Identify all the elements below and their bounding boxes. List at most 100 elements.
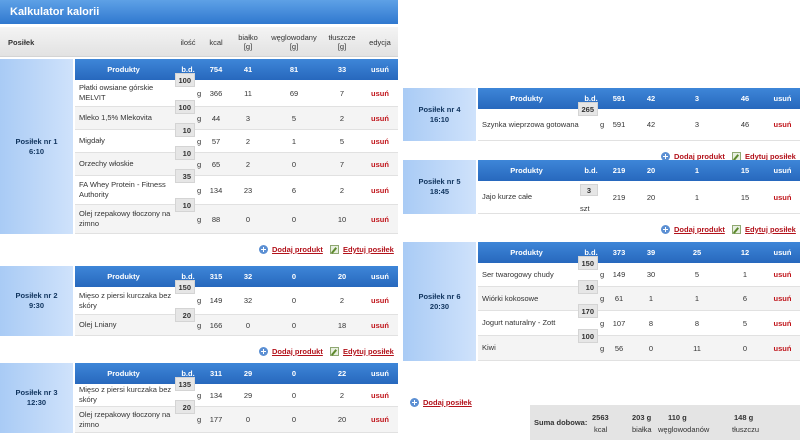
meal-label: Posiłek nr 1 6:10 xyxy=(0,59,73,234)
product-name: Jajo kurze całe xyxy=(482,192,533,201)
header-bd: b.d. xyxy=(584,166,598,175)
delete-product-button[interactable]: usuń xyxy=(371,185,389,195)
quantity-input[interactable]: 265 xyxy=(578,102,598,116)
product-bialko: 3 xyxy=(245,113,251,123)
product-kcal: 88 xyxy=(211,214,221,224)
product-weglowodany: 1 xyxy=(694,294,700,303)
product-tluszcze: 2 xyxy=(339,296,345,305)
quantity-input[interactable]: 10 xyxy=(578,280,598,294)
quantity-input[interactable]: 100 xyxy=(175,73,195,87)
quantity-input[interactable]: 10 xyxy=(175,198,195,212)
meal-delete-button[interactable]: usuń xyxy=(371,369,389,378)
product-tluszcze: 2 xyxy=(339,185,345,195)
products-header: Produkty b.d. 311 29 0 22 usuń xyxy=(75,363,398,384)
add-product-label: Dodaj produkt xyxy=(272,346,323,356)
quantity-unit: g xyxy=(197,296,202,305)
products-header: Produkty b.d. 373 39 25 12 usuń xyxy=(478,242,800,263)
product-tluszcze: 18 xyxy=(337,320,347,330)
product-name: Płatki owsiane górskie MELVIT xyxy=(79,83,154,102)
add-product-button[interactable]: Dodaj produkt xyxy=(661,219,725,239)
quantity-input[interactable]: 3 xyxy=(580,184,598,196)
quantity-input[interactable]: 20 xyxy=(175,400,195,414)
summary-weglowodany-value: 110 g xyxy=(668,413,687,422)
quantity-input[interactable]: 100 xyxy=(175,100,195,114)
product-bialko: 0 xyxy=(245,320,251,330)
product-name: Szynka wieprzowa gotowana xyxy=(482,119,579,129)
meal-total-bialko: 41 xyxy=(243,65,253,74)
quantity-input[interactable]: 20 xyxy=(175,308,195,322)
product-kcal: 107 xyxy=(612,318,626,328)
quantity-input[interactable]: 150 xyxy=(175,280,195,294)
delete-product-button[interactable]: usuń xyxy=(371,214,389,224)
delete-product-button[interactable]: usuń xyxy=(371,113,389,123)
products-header-label: Produkty xyxy=(510,166,543,175)
delete-product-button[interactable]: usuń xyxy=(371,390,389,400)
product-weglowodany: 0 xyxy=(291,390,297,400)
quantity-input[interactable]: 10 xyxy=(175,123,195,137)
col-tluszcze: tłuszcze [g] xyxy=(322,27,362,57)
product-kcal: 149 xyxy=(209,296,223,305)
delete-product-button[interactable]: usuń xyxy=(371,159,389,169)
quantity-input[interactable]: 135 xyxy=(175,377,195,391)
summary-bialko-value: 203 g xyxy=(632,413,652,422)
delete-product-button[interactable]: usuń xyxy=(773,318,792,328)
quantity-input[interactable]: 100 xyxy=(578,329,598,343)
meal-delete-button[interactable]: usuń xyxy=(773,94,792,103)
product-name: Mleko 1,5% Mlekovita xyxy=(79,113,152,122)
meal-total-kcal: 591 xyxy=(612,94,626,103)
product-tluszcze: 6 xyxy=(742,294,748,303)
quantity-input[interactable]: 10 xyxy=(175,146,195,160)
delete-product-button[interactable]: usuń xyxy=(773,343,792,353)
meal-actions: Dodaj produkt Edytuj posiłek xyxy=(0,341,398,361)
product-name: Ser twarogowy chudy xyxy=(482,269,554,279)
quantity-input[interactable]: 35 xyxy=(175,169,195,183)
meal-delete-button[interactable]: usuń xyxy=(773,166,792,175)
quantity-input[interactable]: 170 xyxy=(578,304,598,318)
meal-name: Posiłek nr 2 xyxy=(15,291,58,300)
delete-product-button[interactable]: usuń xyxy=(773,120,792,129)
product-name: Olej rzepakowy tłoczony na zimno xyxy=(79,409,171,429)
add-meal-button[interactable]: Dodaj posiłek xyxy=(410,392,472,412)
meal-delete-button[interactable]: usuń xyxy=(773,248,792,257)
delete-product-button[interactable]: usuń xyxy=(773,270,792,279)
delete-product-button[interactable]: usuń xyxy=(371,415,389,424)
delete-product-button[interactable]: usuń xyxy=(371,320,389,330)
edit-meal-button[interactable]: Edytuj posiłek xyxy=(732,219,796,239)
product-weglowodany: 5 xyxy=(291,113,297,123)
app-title: Kalkulator kalorii xyxy=(0,0,398,24)
meal-name: Posiłek nr 6 xyxy=(418,291,461,301)
meal-total-weglowodany: 3 xyxy=(694,94,700,103)
delete-product-button[interactable]: usuń xyxy=(773,294,792,303)
product-name: FA Whey Protein - Fitness Authority xyxy=(79,180,166,199)
delete-product-button[interactable]: usuń xyxy=(773,192,792,202)
delete-product-button[interactable]: usuń xyxy=(371,88,389,98)
header-bd: b.d. xyxy=(584,248,598,257)
summary-tluszcze-unit: tłuszczu xyxy=(732,425,760,434)
product-row: Orzechy włoskie 10 g 65 2 0 7 usuń xyxy=(75,146,398,176)
meal-delete-button[interactable]: usuń xyxy=(371,272,389,281)
add-product-button[interactable]: Dodaj produkt xyxy=(661,146,725,166)
product-name: Kiwi xyxy=(482,343,496,352)
edit-meal-button[interactable]: Edytuj posiłek xyxy=(330,239,394,259)
meal-actions: Dodaj produkt Edytuj posiłek xyxy=(0,239,398,259)
product-name: Wiórki kokosowe xyxy=(482,293,539,303)
add-product-button[interactable]: Dodaj produkt xyxy=(259,341,323,361)
product-bialko: 0 xyxy=(245,415,251,424)
col-weglowodany: węglowodany [g] xyxy=(266,27,322,57)
column-header: Posiłek ilość kcal białko [g] węglowodan… xyxy=(0,27,398,57)
product-bialko: 11 xyxy=(244,88,252,98)
quantity-unit: szt xyxy=(580,203,590,213)
edit-meal-label: Edytuj posiłek xyxy=(745,224,796,234)
quantity-input[interactable]: 150 xyxy=(578,256,598,270)
delete-product-button[interactable]: usuń xyxy=(371,136,389,146)
meal-total-bialko: 32 xyxy=(243,272,253,281)
product-name: Orzechy włoskie xyxy=(79,159,134,168)
edit-meal-button[interactable]: Edytuj posiłek xyxy=(330,341,394,361)
delete-product-button[interactable]: usuń xyxy=(371,296,389,305)
meal-total-tluszcze: 20 xyxy=(337,272,347,281)
product-tluszcze: 2 xyxy=(339,390,345,400)
meal-total-weglowodany: 1 xyxy=(694,166,700,175)
add-product-button[interactable]: Dodaj produkt xyxy=(259,239,323,259)
meal-delete-button[interactable]: usuń xyxy=(371,65,389,74)
product-row: Olej rzepakowy tłoczony na zimno 10 g 88 0 0 1… xyxy=(75,198,398,234)
